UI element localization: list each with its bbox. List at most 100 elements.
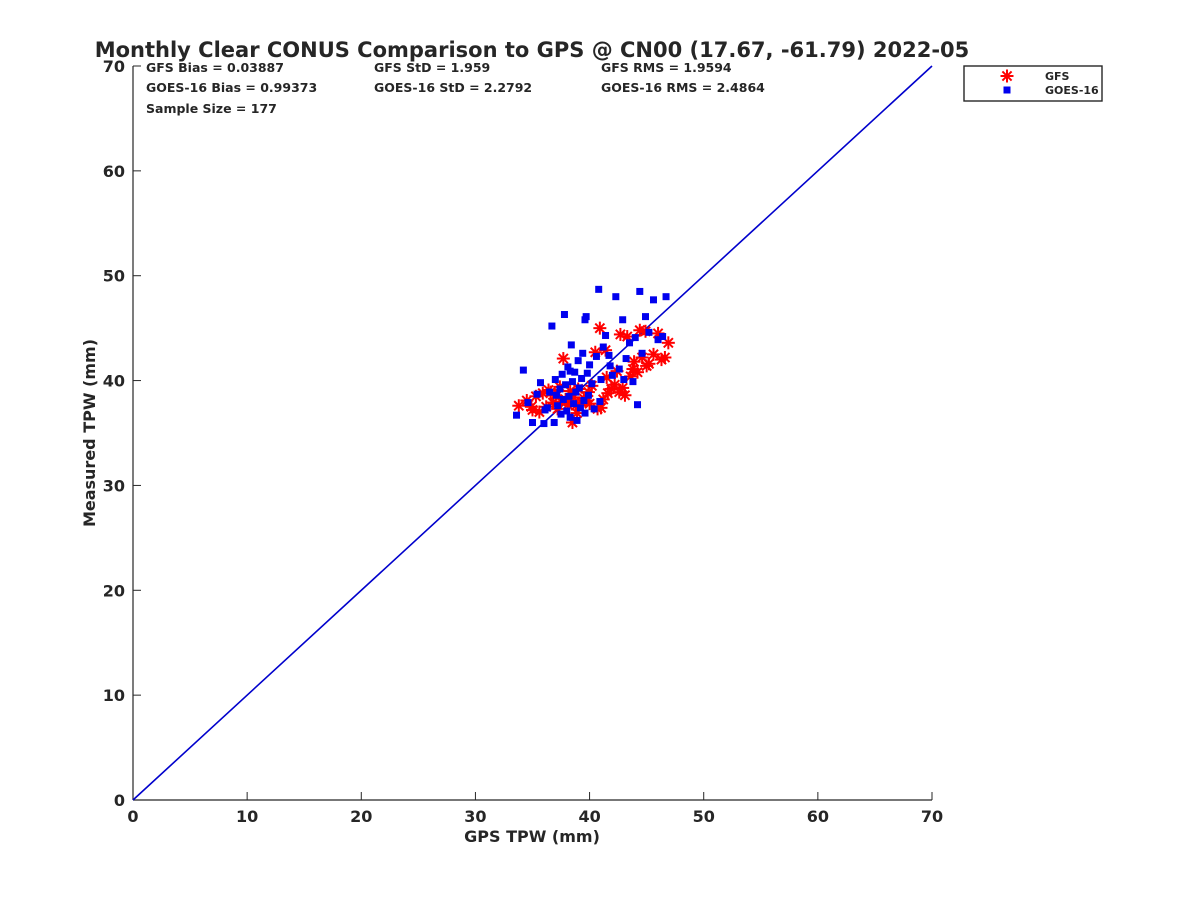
goes16-point	[513, 411, 521, 419]
goes16-point	[629, 378, 637, 386]
legend-label: GOES-16	[1045, 84, 1099, 97]
goes16-point	[550, 419, 558, 427]
goes16-point	[631, 334, 639, 342]
stat-label: GOES-16 StD = 2.2792	[374, 80, 532, 95]
goes16-point	[581, 409, 589, 417]
gfs-point	[640, 359, 654, 373]
y-tick-label: 40	[103, 372, 125, 391]
goes16-point	[654, 336, 662, 344]
goes16-point	[557, 410, 565, 418]
y-tick-label: 20	[103, 581, 125, 600]
goes16-point	[541, 406, 549, 414]
goes16-point	[563, 407, 571, 415]
stat-label: Sample Size = 177	[146, 101, 277, 116]
goes16-point	[590, 405, 598, 413]
goes16-point	[626, 339, 634, 347]
goes16-point	[619, 316, 627, 324]
goes16-point	[574, 357, 582, 365]
goes16-point	[536, 379, 544, 387]
goes16-point	[548, 322, 556, 330]
goes16-point	[567, 341, 575, 349]
x-tick-label: 10	[236, 807, 258, 826]
goes16-point	[562, 381, 570, 389]
goes16-point	[583, 369, 591, 377]
stats-annotations: GFS Bias = 0.03887 GFS StD = 1.959 GFS RMS…	[146, 60, 765, 116]
goes16-point	[579, 349, 587, 357]
plot-area: 0 10 20 30 40 50 60 70 0 10 20 30 40 50 60 70	[103, 57, 943, 826]
legend-box	[963, 65, 1103, 102]
legend-label: GFS	[1045, 70, 1070, 83]
goes16-point	[519, 366, 527, 374]
legend-gfs-marker	[1000, 69, 1014, 83]
goes16-point	[568, 378, 576, 386]
goes16-point	[662, 293, 670, 301]
x-tick-label: 20	[350, 807, 372, 826]
y-tick-label: 30	[103, 476, 125, 495]
goes16-point	[596, 398, 604, 406]
goes16-point	[571, 368, 579, 376]
goes16-point	[586, 361, 594, 369]
x-tick-label: 50	[693, 807, 715, 826]
series-goes-16	[513, 285, 670, 428]
goes16-point	[564, 363, 572, 371]
x-tick-label: 40	[578, 807, 600, 826]
goes16-point	[597, 376, 605, 384]
gfs-point	[556, 352, 570, 366]
gfs-point	[646, 347, 660, 361]
stat-label: GFS StD = 1.959	[374, 60, 490, 75]
goes16-point	[606, 362, 614, 370]
goes16-point	[566, 367, 574, 375]
y-tick-label: 0	[114, 791, 125, 810]
x-tick-label: 0	[127, 807, 138, 826]
goes16-point	[556, 385, 564, 393]
goes16-point	[540, 420, 548, 428]
goes16-point	[560, 311, 568, 319]
stat-label: GFS Bias = 0.03887	[146, 60, 284, 75]
goes16-point	[576, 404, 584, 412]
goes16-point	[608, 371, 616, 379]
goes16-point	[578, 374, 586, 382]
y-tick-label: 70	[103, 57, 125, 76]
goes16-point	[575, 384, 583, 392]
y-tick-label: 60	[103, 162, 125, 181]
goes16-point	[615, 365, 623, 373]
gfs-point	[658, 351, 672, 365]
goes16-point	[573, 416, 581, 424]
x-axis-label: GPS TPW (mm)	[464, 827, 600, 846]
stat-label: GOES-16 RMS = 2.4864	[601, 80, 765, 95]
goes16-point	[605, 351, 613, 359]
gfs-point	[626, 362, 640, 376]
goes16-point	[642, 313, 650, 321]
goes16-point	[529, 419, 536, 427]
y-tick-label: 10	[103, 686, 125, 705]
chart-title: Monthly Clear CONUS Comparison to GPS @ …	[95, 38, 970, 62]
goes16-point	[638, 349, 646, 357]
goes16-point	[551, 376, 559, 384]
series-gfs	[512, 321, 675, 430]
stat-label: GOES-16 Bias = 0.99373	[146, 80, 317, 95]
y-axis-label: Measured TPW (mm)	[80, 339, 99, 527]
gfs-point	[612, 385, 626, 399]
goes16-point	[524, 399, 532, 407]
y-tick-label: 50	[103, 267, 125, 286]
goes16-point	[595, 285, 603, 293]
goes16-point	[559, 395, 567, 403]
goes16-point	[582, 313, 590, 321]
goes16-point	[622, 355, 630, 363]
gfs-point	[512, 399, 526, 413]
goes16-point	[584, 391, 592, 399]
x-tick-label: 70	[921, 807, 943, 826]
goes16-point	[636, 287, 644, 295]
x-tick-label: 60	[807, 807, 829, 826]
goes16-point	[659, 333, 667, 341]
goes16-point	[620, 376, 628, 384]
goes16-point	[565, 392, 573, 400]
goes16-point	[580, 396, 588, 404]
goes16-point	[546, 388, 554, 396]
goes16-point	[634, 401, 642, 409]
goes16-point	[649, 296, 657, 304]
gfs-point	[593, 321, 607, 335]
